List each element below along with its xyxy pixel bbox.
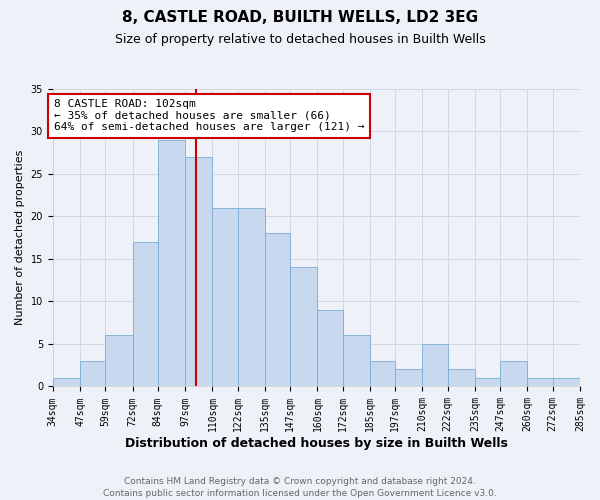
Bar <box>395 370 422 386</box>
Text: Size of property relative to detached houses in Builth Wells: Size of property relative to detached ho… <box>115 32 485 46</box>
Bar <box>80 361 105 386</box>
Bar <box>448 370 475 386</box>
Y-axis label: Number of detached properties: Number of detached properties <box>15 150 25 326</box>
Bar <box>53 378 80 386</box>
Text: Contains HM Land Registry data © Crown copyright and database right 2024.
Contai: Contains HM Land Registry data © Crown c… <box>103 476 497 498</box>
Bar <box>553 378 580 386</box>
Bar <box>133 242 158 386</box>
Text: 8 CASTLE ROAD: 102sqm
← 35% of detached houses are smaller (66)
64% of semi-deta: 8 CASTLE ROAD: 102sqm ← 35% of detached … <box>54 99 364 132</box>
Bar <box>290 268 317 386</box>
Text: 8, CASTLE ROAD, BUILTH WELLS, LD2 3EG: 8, CASTLE ROAD, BUILTH WELLS, LD2 3EG <box>122 10 478 25</box>
Bar <box>475 378 500 386</box>
Bar <box>265 234 290 386</box>
Bar <box>500 361 527 386</box>
Bar <box>238 208 265 386</box>
Bar <box>343 336 370 386</box>
Bar <box>370 361 395 386</box>
Bar <box>317 310 343 386</box>
Bar <box>105 336 133 386</box>
Bar <box>422 344 448 387</box>
Bar <box>212 208 238 386</box>
Bar <box>158 140 185 386</box>
X-axis label: Distribution of detached houses by size in Builth Wells: Distribution of detached houses by size … <box>125 437 508 450</box>
Bar <box>527 378 553 386</box>
Bar <box>185 157 212 386</box>
